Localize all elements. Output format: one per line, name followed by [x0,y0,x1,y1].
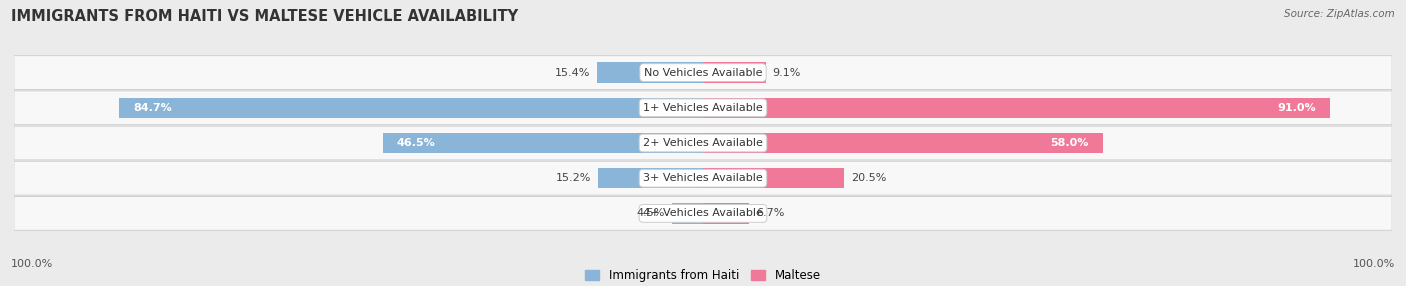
Text: 2+ Vehicles Available: 2+ Vehicles Available [643,138,763,148]
Text: Source: ZipAtlas.com: Source: ZipAtlas.com [1284,9,1395,19]
Text: 100.0%: 100.0% [11,259,53,269]
Text: 84.7%: 84.7% [134,103,172,113]
Legend: Immigrants from Haiti, Maltese: Immigrants from Haiti, Maltese [581,265,825,286]
Text: 4.5%: 4.5% [637,208,665,219]
Text: 58.0%: 58.0% [1050,138,1088,148]
Bar [703,133,1102,153]
Bar [703,203,749,224]
Bar [382,133,703,153]
FancyBboxPatch shape [14,161,1392,195]
Bar [598,62,703,83]
FancyBboxPatch shape [14,56,1392,90]
Text: 20.5%: 20.5% [851,173,887,183]
Text: 100.0%: 100.0% [1353,259,1395,269]
Bar [599,168,703,188]
Text: 15.2%: 15.2% [555,173,592,183]
Text: 91.0%: 91.0% [1278,103,1316,113]
Text: IMMIGRANTS FROM HAITI VS MALTESE VEHICLE AVAILABILITY: IMMIGRANTS FROM HAITI VS MALTESE VEHICLE… [11,9,519,23]
Bar [703,168,844,188]
Text: 3+ Vehicles Available: 3+ Vehicles Available [643,173,763,183]
Text: 4+ Vehicles Available: 4+ Vehicles Available [643,208,763,219]
Bar [120,98,703,118]
FancyBboxPatch shape [14,91,1392,125]
Text: 1+ Vehicles Available: 1+ Vehicles Available [643,103,763,113]
FancyBboxPatch shape [14,196,1392,230]
Text: 15.4%: 15.4% [554,67,591,78]
Text: No Vehicles Available: No Vehicles Available [644,67,762,78]
Bar [703,98,1330,118]
FancyBboxPatch shape [14,126,1392,160]
Text: 6.7%: 6.7% [756,208,785,219]
Text: 46.5%: 46.5% [396,138,436,148]
Bar [672,203,703,224]
Bar [703,62,766,83]
Text: 9.1%: 9.1% [772,67,801,78]
